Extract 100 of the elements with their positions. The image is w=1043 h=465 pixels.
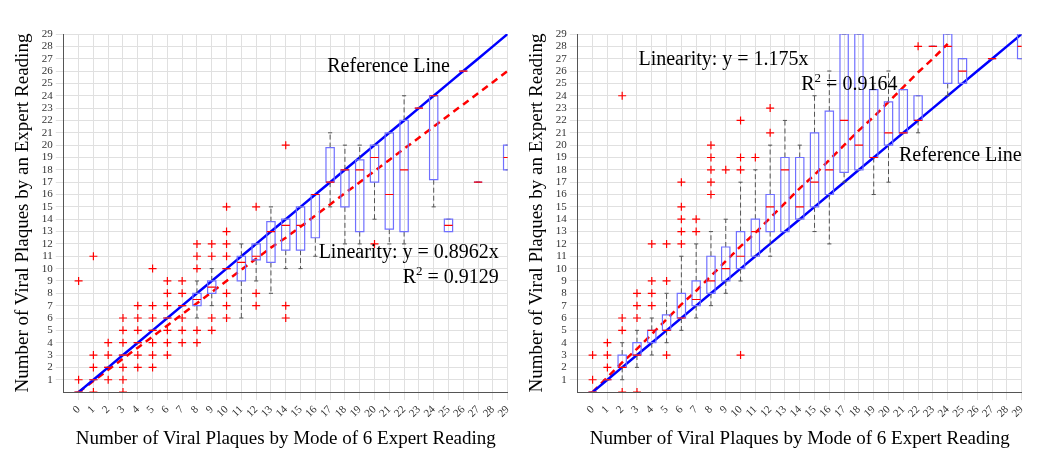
y-tick-label: 14 xyxy=(555,212,568,225)
x-tick-label: 13 xyxy=(772,402,789,419)
x-tick-label: 26 xyxy=(964,402,982,419)
y-tick-label: 12 xyxy=(555,236,567,249)
y-tick-label: 15 xyxy=(555,199,568,212)
y-tick-label: 11 xyxy=(42,249,53,262)
y-tick-label: 20 xyxy=(41,138,54,151)
y-tick-label: 25 xyxy=(555,76,568,89)
y-tick-label: 17 xyxy=(41,175,54,188)
y-tick-label: 19 xyxy=(41,150,54,163)
x-tick-label: 1 xyxy=(598,402,611,416)
x-tick-label: 2 xyxy=(613,402,626,416)
x-tick-label: 14 xyxy=(272,402,290,419)
y-tick-label: 18 xyxy=(555,162,568,175)
x-tick-label: 27 xyxy=(465,402,482,419)
y-tick-label: 5 xyxy=(47,323,54,336)
x-tick-label: 24 xyxy=(420,402,438,419)
y-tick-label: 23 xyxy=(555,100,568,113)
y-tick-label: 19 xyxy=(555,150,568,163)
y-tick-label: 9 xyxy=(47,273,54,286)
y-tick-label: 14 xyxy=(41,212,54,225)
y-tick-label: 7 xyxy=(561,298,568,311)
x-tick-label: 17 xyxy=(831,402,848,419)
annotation: Reference Line xyxy=(327,53,451,76)
x-tick-label: 9 xyxy=(202,402,216,416)
x-tick-label: 20 xyxy=(875,402,893,419)
x-tick-label: 12 xyxy=(757,402,774,419)
x-tick-label: 26 xyxy=(450,402,468,419)
x-tick-label: 7 xyxy=(687,402,700,416)
x-tick-label: 15 xyxy=(287,402,305,419)
x-tick-label: 24 xyxy=(934,402,952,419)
x-tick-label: 12 xyxy=(243,402,260,419)
y-tick-label: 2 xyxy=(561,360,567,373)
x-tick-label: 6 xyxy=(672,402,686,416)
y-tick-label: 27 xyxy=(41,51,54,64)
x-tick-label: 22 xyxy=(391,402,408,419)
y-tick-label: 16 xyxy=(555,187,568,200)
x-tick-label: 21 xyxy=(890,402,907,419)
x-tick-label: 0 xyxy=(583,402,597,416)
y-tick-label: 8 xyxy=(561,286,568,299)
y-tick-label: 25 xyxy=(41,76,54,89)
annotation: Linearity: y = 1.175x xyxy=(638,46,809,70)
y-tick-label: 17 xyxy=(555,175,568,188)
y-tick-label: 16 xyxy=(41,187,54,200)
x-tick-label: 5 xyxy=(143,402,157,416)
y-tick-label: 20 xyxy=(555,138,568,151)
x-tick-label: 8 xyxy=(188,402,201,416)
y-tick-label: 13 xyxy=(555,224,568,237)
y-tick-label: 24 xyxy=(41,88,54,101)
y-tick-label: 4 xyxy=(561,335,568,348)
y-tick-label: 3 xyxy=(561,347,568,360)
x-tick-label: 25 xyxy=(949,402,967,419)
y-tick-label: 28 xyxy=(555,39,568,52)
y-tick-label: 24 xyxy=(555,88,568,101)
y-tick-label: 8 xyxy=(47,286,54,299)
x-tick-label: 11 xyxy=(228,402,245,419)
x-axis-title: Number of Viral Plaques by Mode of 6 Expert Reading xyxy=(589,426,1011,448)
y-tick-label: 29 xyxy=(41,26,54,39)
y-tick-label: 18 xyxy=(41,162,54,175)
y-tick-label: 6 xyxy=(47,310,54,323)
x-tick-label: 8 xyxy=(702,402,715,416)
y-tick-label: 13 xyxy=(41,224,54,237)
x-tick-label: 16 xyxy=(302,402,320,419)
x-tick-label: 10 xyxy=(213,402,231,419)
annotation: Linearity: y = 0.8962x xyxy=(318,240,499,264)
y-tick-label: 15 xyxy=(41,199,54,212)
y-tick-label: 21 xyxy=(555,125,567,138)
x-tick-label: 29 xyxy=(1008,402,1026,419)
x-tick-label: 5 xyxy=(657,402,671,416)
x-tick-label: 27 xyxy=(979,402,996,419)
y-tick-label: 23 xyxy=(41,100,54,113)
x-tick-label: 25 xyxy=(435,402,453,419)
y-tick-label: 26 xyxy=(41,63,54,76)
y-tick-label: 26 xyxy=(555,63,568,76)
y-axis-title: Number of Viral Plaques by an Expert Reading xyxy=(525,33,547,393)
x-tick-label: 6 xyxy=(158,402,172,416)
y-tick-label: 2 xyxy=(47,360,53,373)
y-tick-label: 1 xyxy=(47,372,53,385)
x-tick-label: 7 xyxy=(173,402,186,416)
y-tick-label: 12 xyxy=(41,236,53,249)
x-tick-label: 13 xyxy=(258,402,275,419)
y-tick-label: 5 xyxy=(561,323,568,336)
y-tick-label: 10 xyxy=(555,261,568,274)
y-tick-label: 27 xyxy=(555,51,568,64)
y-tick-label: 3 xyxy=(47,347,54,360)
x-tick-label: 17 xyxy=(317,402,334,419)
y-tick-label: 22 xyxy=(41,113,53,126)
y-tick-label: 7 xyxy=(47,298,54,311)
x-tick-label: 28 xyxy=(480,402,497,419)
x-tick-label: 28 xyxy=(994,402,1011,419)
x-tick-label: 3 xyxy=(114,402,127,416)
annotation: Reference Line xyxy=(898,143,1022,166)
x-tick-label: 0 xyxy=(69,402,83,416)
x-tick-label: 10 xyxy=(727,402,745,419)
x-tick-label: 4 xyxy=(128,402,142,416)
x-axis-title: Number of Viral Plaques by Mode of 6 Expert Reading xyxy=(75,426,497,448)
x-tick-label: 3 xyxy=(628,402,641,416)
y-tick-label: 1 xyxy=(561,372,567,385)
x-tick-label: 23 xyxy=(920,402,937,419)
x-tick-label: 18 xyxy=(846,402,863,419)
